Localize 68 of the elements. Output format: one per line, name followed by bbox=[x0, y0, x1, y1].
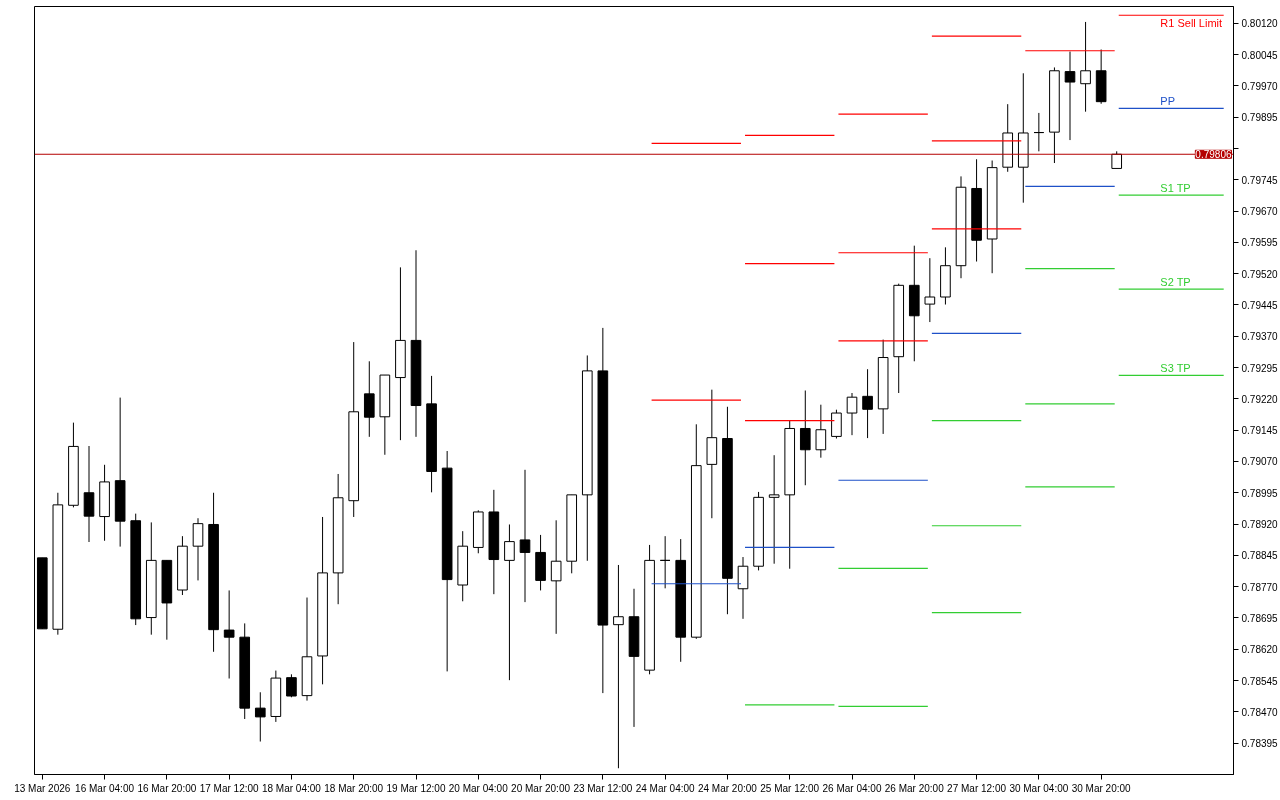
ref-line-label: 0.79806 bbox=[1195, 149, 1232, 161]
candlestick bbox=[831, 409, 842, 439]
candlestick bbox=[1064, 51, 1076, 141]
x-tick-label: 30 Mar 20:00 bbox=[1071, 782, 1132, 794]
candlestick bbox=[1033, 112, 1045, 152]
y-tick-label: 0.78545 bbox=[1241, 675, 1279, 687]
x-tick-label: 24 Mar 20:00 bbox=[697, 782, 758, 794]
series-label: S2 TP bbox=[1160, 276, 1191, 289]
candlestick bbox=[519, 469, 531, 603]
candlestick bbox=[846, 392, 858, 436]
x-tick-label: 26 Mar 20:00 bbox=[884, 782, 945, 794]
y-tick-label: 0.78995 bbox=[1241, 487, 1279, 499]
candlestick bbox=[862, 368, 873, 439]
y-tick-label: 0.79295 bbox=[1241, 362, 1279, 374]
x-tick-label: 27 Mar 12:00 bbox=[947, 782, 1007, 794]
candlestick bbox=[815, 404, 827, 459]
y-tick-label: 0.79670 bbox=[1241, 206, 1279, 218]
x-tick-label: 19 Mar 12:00 bbox=[386, 782, 446, 794]
candlestick bbox=[768, 454, 780, 565]
candlestick bbox=[223, 589, 235, 679]
y-tick-label: 0.79220 bbox=[1241, 393, 1279, 405]
y-tick-label: 0.79895 bbox=[1241, 112, 1279, 124]
candlestick bbox=[613, 564, 624, 769]
x-tick-label: 20 Mar 04:00 bbox=[448, 782, 509, 794]
x-tick-label: 17 Mar 12:00 bbox=[199, 782, 260, 794]
y-tick-label: 0.79520 bbox=[1241, 268, 1279, 280]
candlestick bbox=[799, 390, 811, 486]
y-tick-label: 0.79445 bbox=[1241, 299, 1279, 311]
candlestick bbox=[924, 257, 936, 323]
candlestick bbox=[254, 691, 266, 743]
y-tick-label: 0.78395 bbox=[1241, 738, 1279, 750]
candlestick bbox=[737, 556, 749, 620]
x-tick-label: 30 Mar 04:00 bbox=[1009, 782, 1069, 794]
x-tick-label: 18 Mar 04:00 bbox=[261, 782, 322, 794]
x-tick-label: 25 Mar 12:00 bbox=[760, 782, 820, 794]
y-tick-label: 0.80120 bbox=[1241, 18, 1279, 30]
series-label: S1 TP bbox=[1160, 182, 1191, 195]
y-tick-label: 0.79070 bbox=[1241, 456, 1279, 468]
x-tick-label: 16 Mar 20:00 bbox=[137, 782, 197, 794]
y-tick-label: 0.78920 bbox=[1241, 519, 1279, 531]
candlestick bbox=[363, 360, 375, 438]
series-label: S3 TP bbox=[1160, 362, 1191, 375]
y-tick-label: 0.78845 bbox=[1241, 550, 1279, 562]
x-tick-label: 13 Mar 2026 bbox=[14, 782, 71, 794]
series-label: PP bbox=[1160, 95, 1175, 108]
x-tick-label: 24 Mar 04:00 bbox=[635, 782, 696, 794]
y-tick-label: 0.78470 bbox=[1241, 706, 1279, 718]
candlestick bbox=[550, 519, 562, 635]
y-tick-label: 0.79145 bbox=[1241, 425, 1279, 437]
y-tick-label: 0.79370 bbox=[1241, 331, 1279, 343]
candlestick bbox=[83, 445, 95, 543]
x-tick-label: 18 Mar 20:00 bbox=[324, 782, 384, 794]
y-tick-label: 0.79595 bbox=[1241, 237, 1279, 249]
y-tick-label: 0.78695 bbox=[1241, 612, 1279, 624]
candlestick bbox=[659, 535, 671, 589]
x-tick-label: 26 Mar 04:00 bbox=[822, 782, 882, 794]
y-tick-label: 0.79745 bbox=[1241, 174, 1279, 186]
series-label: R1 Sell Limit bbox=[1160, 17, 1223, 30]
y-tick-label: 0.80045 bbox=[1241, 49, 1279, 61]
y-tick-label: 0.78770 bbox=[1241, 581, 1279, 593]
y-tick-label: 0.78620 bbox=[1241, 644, 1279, 656]
candlestick bbox=[1080, 21, 1091, 113]
candlestick bbox=[192, 517, 204, 581]
x-tick-label: 23 Mar 12:00 bbox=[573, 782, 633, 794]
x-tick-label: 16 Mar 04:00 bbox=[75, 782, 135, 794]
candlestick bbox=[504, 523, 515, 681]
x-tick-label: 20 Mar 20:00 bbox=[511, 782, 571, 794]
y-tick-label: 0.79970 bbox=[1241, 80, 1279, 92]
